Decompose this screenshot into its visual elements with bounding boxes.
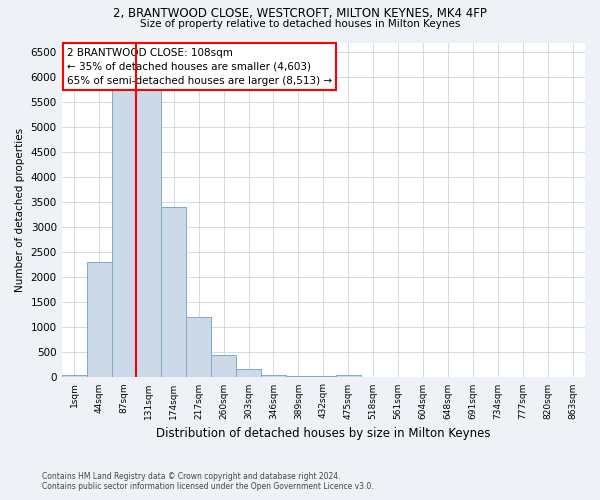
Bar [311,376,336,378]
Text: Contains HM Land Registry data © Crown copyright and database right 2024.: Contains HM Land Registry data © Crown c… [42,472,341,481]
Text: 2 BRANTWOOD CLOSE: 108sqm
← 35% of detached houses are smaller (4,603)
65% of se: 2 BRANTWOOD CLOSE: 108sqm ← 35% of detac… [67,48,332,86]
Bar [336,375,361,378]
Bar [261,375,286,378]
Bar [112,55,136,378]
Bar [286,376,311,378]
Y-axis label: Number of detached properties: Number of detached properties [15,128,25,292]
Bar [86,262,112,378]
Text: Size of property relative to detached houses in Milton Keynes: Size of property relative to detached ho… [140,19,460,29]
Text: Contains public sector information licensed under the Open Government Licence v3: Contains public sector information licen… [42,482,374,491]
Text: 2, BRANTWOOD CLOSE, WESTCROFT, MILTON KEYNES, MK4 4FP: 2, BRANTWOOD CLOSE, WESTCROFT, MILTON KE… [113,8,487,20]
Bar [161,208,186,378]
Bar [211,355,236,378]
Bar [186,318,211,378]
X-axis label: Distribution of detached houses by size in Milton Keynes: Distribution of detached houses by size … [156,427,491,440]
Bar [62,375,86,378]
Bar [236,368,261,378]
Bar [136,55,161,378]
